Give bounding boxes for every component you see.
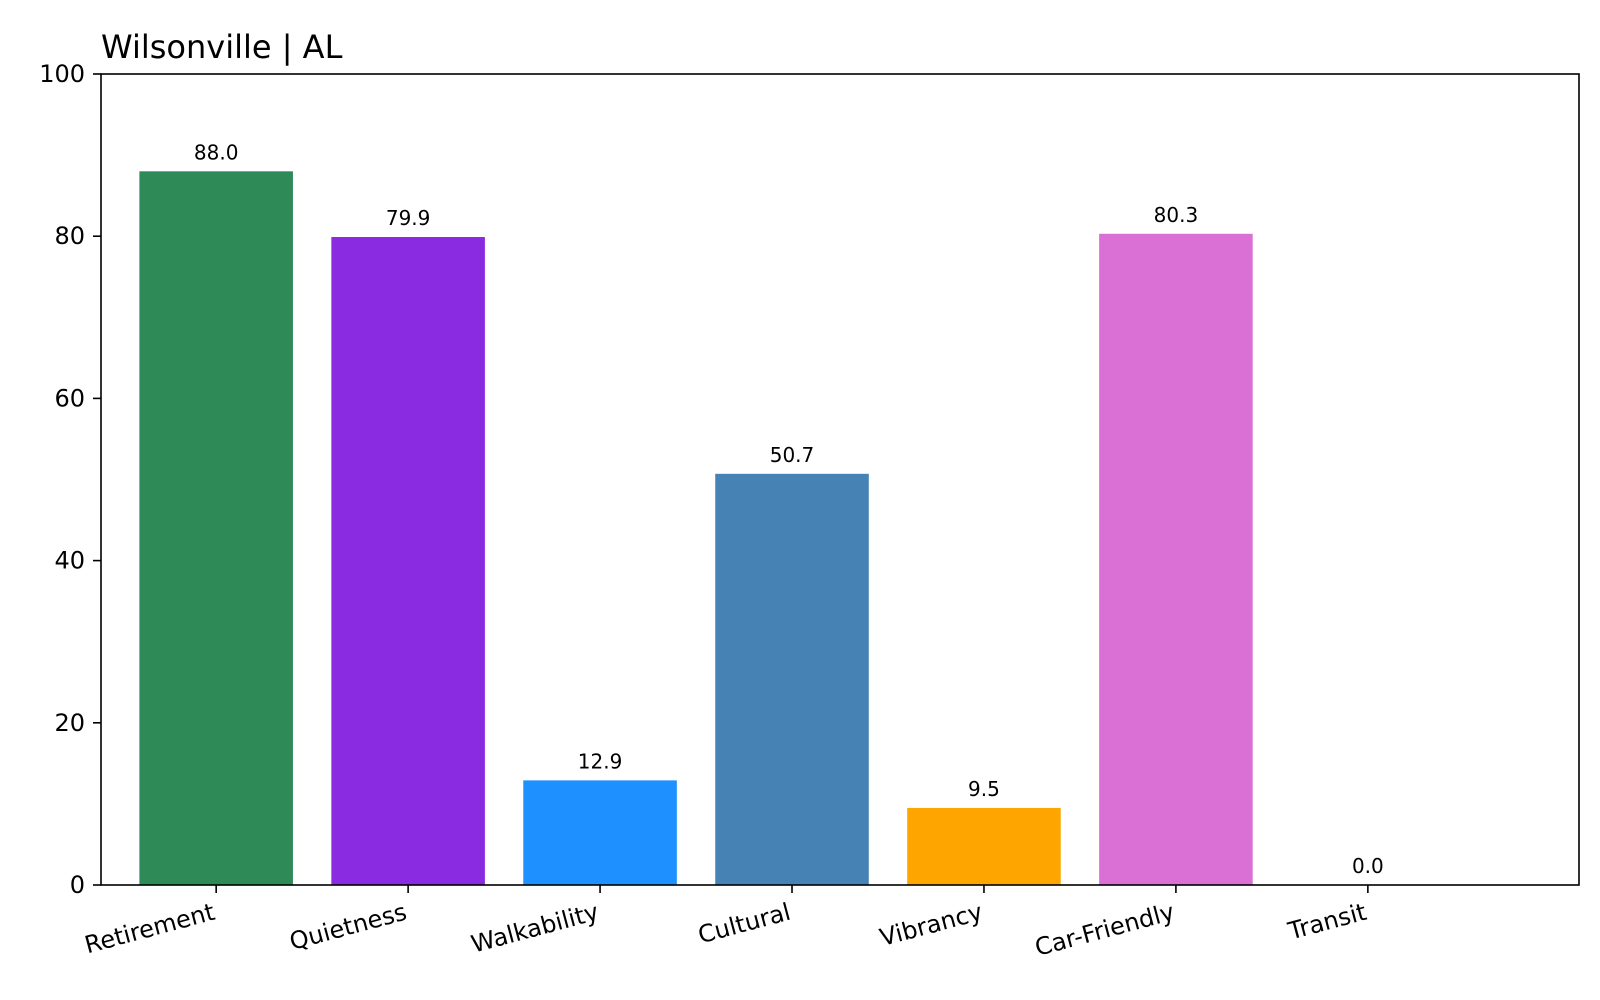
bar-car-friendly <box>1099 233 1253 886</box>
x-tick-label-cultural: Cultural <box>695 898 794 950</box>
bars-layer <box>139 171 1253 886</box>
y-tick-label-100: 100 <box>39 60 85 88</box>
y-tick-label-40: 40 <box>54 547 85 575</box>
y-tick-label-80: 80 <box>54 222 85 250</box>
bar-cultural <box>715 473 869 885</box>
bar-value-label-quietness: 79.9 <box>386 206 431 230</box>
x-tick-label-quietness: Quietness <box>287 898 410 956</box>
x-tick-label-walkability: Walkability <box>468 898 601 959</box>
bar-value-label-transit: 0.0 <box>1352 854 1384 878</box>
bar-quietness <box>331 237 485 886</box>
bar-value-label-retirement: 88.0 <box>194 140 239 164</box>
x-tick-label-transit: Transit <box>1284 898 1369 946</box>
x-tick-label-car-friendly: Car-Friendly <box>1032 898 1178 962</box>
chart-title: Wilsonville | AL <box>101 28 343 66</box>
bar-value-label-vibrancy: 9.5 <box>968 777 1000 801</box>
bar-value-label-cultural: 50.7 <box>770 443 815 467</box>
bar-retirement <box>139 171 293 885</box>
bar-value-label-walkability: 12.9 <box>578 749 623 773</box>
bar-labels-layer: 88.0 79.9 12.9 50.7 9.5 80.3 0.0 <box>194 140 1384 878</box>
y-tick-label-20: 20 <box>54 709 85 737</box>
y-tick-label-60: 60 <box>54 384 85 412</box>
x-tick-label-retirement: Retirement <box>82 898 218 960</box>
bar-walkability <box>523 780 677 885</box>
bar-vibrancy <box>907 807 1061 885</box>
y-axis: 0 20 40 60 80 100 <box>39 60 101 899</box>
plot-area-frame <box>100 73 1580 886</box>
bar-value-label-car-friendly: 80.3 <box>1154 203 1199 227</box>
x-tick-label-vibrancy: Vibrancy <box>877 898 986 952</box>
x-axis: Retirement Quietness Walkability Cultural Vi… <box>82 885 1369 962</box>
y-tick-label-0: 0 <box>70 871 85 899</box>
